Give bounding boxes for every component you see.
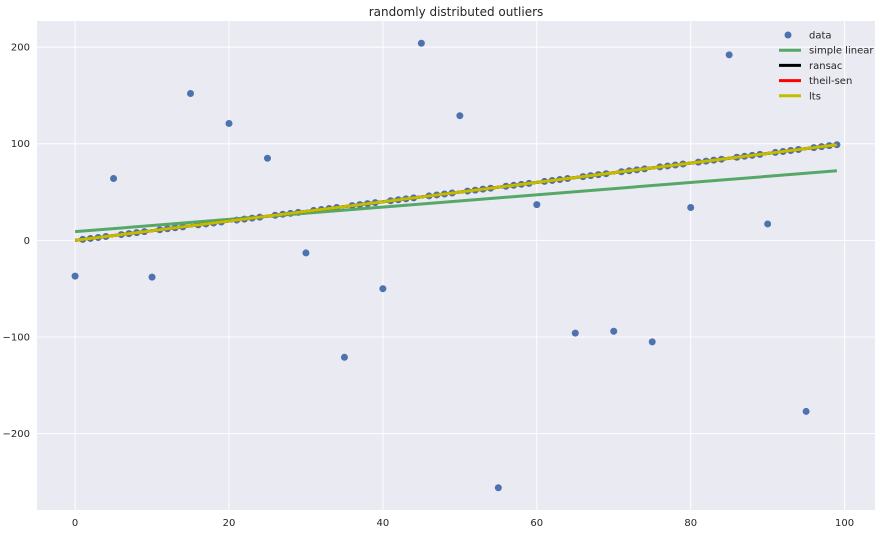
y-axis-ticks: −200 −100 0 100 200 [3, 43, 30, 441]
data-point [187, 89, 195, 97]
data-point [802, 407, 810, 415]
data-point [148, 273, 156, 281]
legend-marker-data [784, 31, 792, 39]
legend-label: theil-sen [809, 76, 852, 87]
legend: data simple linear ransac theil-sen lts [779, 31, 874, 102]
x-tick-label: 0 [72, 518, 78, 529]
y-tick-label: 100 [11, 139, 30, 150]
data-point [494, 484, 502, 492]
data-point [456, 112, 464, 120]
x-tick-label: 40 [377, 518, 390, 529]
data-point [263, 154, 271, 162]
legend-label: ransac [809, 61, 842, 72]
legend-label: simple linear [809, 46, 874, 57]
data-point [648, 338, 656, 346]
x-axis-ticks: 0 20 40 60 80 100 [72, 518, 854, 529]
y-tick-label: 200 [11, 43, 30, 54]
y-tick-label: −100 [3, 333, 30, 344]
chart-title: randomly distributed outliers [369, 5, 544, 19]
data-point [417, 39, 425, 47]
data-point [610, 327, 618, 335]
data-point [225, 119, 233, 127]
data-point [571, 329, 579, 337]
data-point [71, 272, 79, 280]
line-lts [74, 143, 838, 242]
regression-lines [74, 143, 838, 242]
data-point [340, 353, 348, 361]
data-point [764, 220, 772, 228]
y-tick-label: −200 [3, 429, 30, 440]
x-tick-label: 100 [835, 518, 854, 529]
grid [37, 21, 875, 510]
data-point [110, 175, 118, 183]
data-point [302, 249, 310, 257]
y-tick-label: 0 [24, 236, 30, 247]
x-tick-label: 60 [530, 518, 543, 529]
data-point [533, 201, 541, 209]
line-simple-linear [74, 169, 838, 234]
legend-label: lts [809, 91, 821, 102]
data-point [687, 204, 695, 212]
x-tick-label: 80 [684, 518, 697, 529]
legend-label: data [809, 31, 832, 42]
data-point [379, 285, 387, 293]
data-point [725, 51, 733, 59]
plot-background [37, 21, 875, 510]
x-tick-label: 20 [223, 518, 236, 529]
